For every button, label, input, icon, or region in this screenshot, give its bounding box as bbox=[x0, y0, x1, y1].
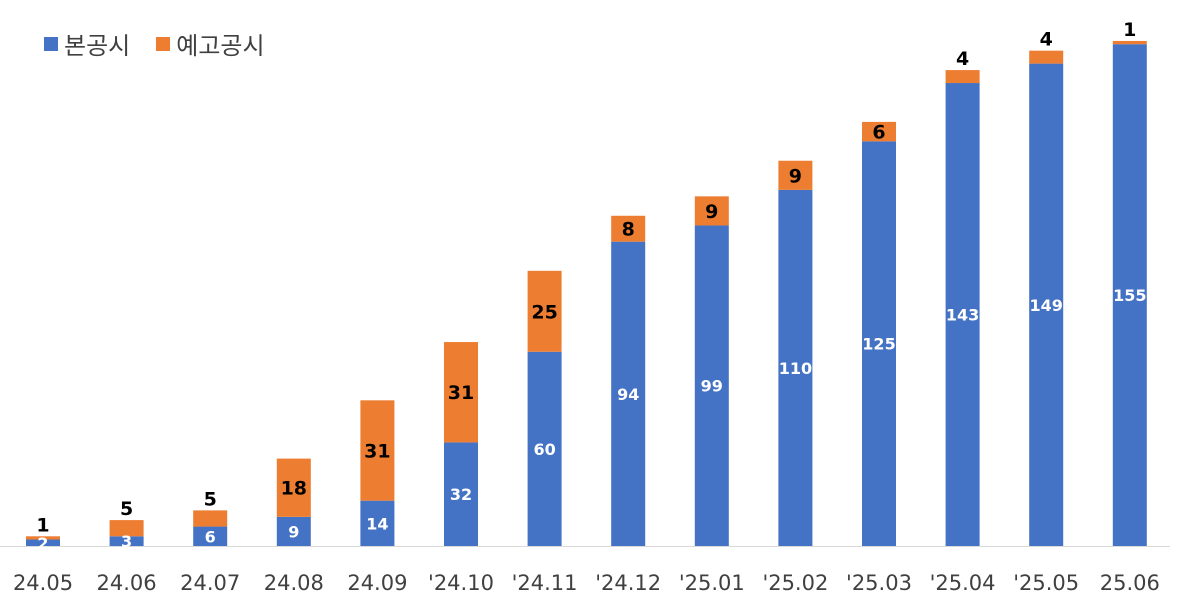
bar-series-2-'25.05 bbox=[1029, 50, 1064, 64]
data-label-series-1-'25.04: 143 bbox=[946, 306, 979, 325]
data-label-series-2-24.07: 5 bbox=[204, 488, 217, 510]
bar-series-1-24.08 bbox=[276, 516, 311, 546]
data-label-series-2-'24.12: 8 bbox=[622, 219, 635, 241]
data-label-series-1-24.08: 9 bbox=[288, 522, 299, 541]
bar-series-1-'24.12 bbox=[611, 241, 646, 547]
bar-series-1-24.05 bbox=[26, 539, 60, 546]
x-tick-label-24.07: 24.07 bbox=[180, 571, 240, 595]
bar-series-2-24.05 bbox=[26, 536, 60, 540]
data-label-series-2-24.08: 18 bbox=[281, 478, 307, 500]
x-tick-label-'24.10: '24.10 bbox=[428, 571, 494, 595]
bar-series-1-24.06 bbox=[109, 536, 144, 546]
data-label-series-1-24.07: 6 bbox=[205, 527, 216, 546]
data-label-series-2-'25.03: 6 bbox=[872, 122, 885, 144]
bar-series-2-'25.01 bbox=[694, 196, 729, 226]
data-label-series-2-'24.11: 25 bbox=[531, 301, 557, 323]
data-label-series-1-'25.02: 110 bbox=[779, 359, 812, 378]
x-tick-label-'24.11: '24.11 bbox=[512, 571, 578, 595]
data-label-series-2-'25.02: 9 bbox=[789, 165, 802, 187]
data-label-series-1-24.05: 2 bbox=[37, 534, 48, 553]
bar-series-1-'25.05 bbox=[1029, 63, 1064, 547]
data-label-series-1-'25.05: 149 bbox=[1029, 296, 1062, 315]
x-tick-label-'24.12: '24.12 bbox=[595, 571, 661, 595]
data-label-series-2-24.05: 1 bbox=[36, 514, 49, 536]
bar-series-2-'24.12 bbox=[611, 215, 646, 242]
bar-series-2-'25.02 bbox=[778, 160, 813, 190]
x-tick-label-'25.02: '25.02 bbox=[762, 571, 828, 595]
data-label-series-2-24.09: 31 bbox=[364, 440, 390, 462]
bar-series-2-24.07 bbox=[193, 510, 228, 527]
legend-label-series-1: 본공시 bbox=[64, 32, 131, 60]
legend-swatch-series-1 bbox=[44, 36, 58, 51]
bar-series-1-'25.03 bbox=[862, 141, 896, 546]
data-label-series-2-'25.04: 4 bbox=[956, 48, 969, 70]
bar-series-2-24.08 bbox=[276, 458, 311, 517]
x-tick-label-24.05: 24.05 bbox=[13, 571, 73, 595]
x-tick-label-24.06: 24.06 bbox=[97, 571, 157, 595]
bar-series-2-'25.03 bbox=[862, 121, 896, 142]
x-tick-label-25.06: 25.06 bbox=[1100, 571, 1160, 595]
legend: 본공시 예고공시 bbox=[44, 26, 265, 61]
data-label-series-1-'25.03: 125 bbox=[862, 335, 895, 354]
data-label-series-2-'25.01: 9 bbox=[705, 201, 718, 223]
bar-series-2-24.09 bbox=[360, 400, 395, 501]
x-tick-label-24.09: 24.09 bbox=[347, 571, 407, 595]
data-label-series-1-'24.11: 60 bbox=[533, 440, 555, 459]
bar-series-1-'25.04 bbox=[945, 83, 980, 546]
bar-series-2-24.06 bbox=[109, 520, 144, 537]
data-label-series-1-25.06: 155 bbox=[1113, 286, 1146, 305]
x-tick-label-'25.05: '25.05 bbox=[1013, 571, 1079, 595]
data-label-series-2-'25.05: 4 bbox=[1040, 29, 1053, 51]
bar-series-1-24.07 bbox=[193, 526, 228, 546]
data-label-series-1-'24.12: 94 bbox=[617, 385, 639, 404]
bar-series-2-'25.04 bbox=[945, 70, 980, 84]
data-label-series-2-25.06: 1 bbox=[1123, 19, 1136, 41]
bar-series-1-'24.10 bbox=[444, 442, 478, 546]
bar-series-2-'24.11 bbox=[527, 270, 562, 352]
bar-series-1-'25.01 bbox=[694, 225, 729, 547]
legend-swatch-series-2 bbox=[156, 36, 171, 51]
data-label-series-2-24.06: 5 bbox=[120, 498, 133, 520]
x-tick-label-'25.01: '25.01 bbox=[679, 571, 745, 595]
bar-series-1-24.09 bbox=[360, 500, 395, 546]
data-label-series-1-24.09: 14 bbox=[366, 514, 388, 533]
x-tick-label-'25.03: '25.03 bbox=[846, 571, 912, 595]
x-tick-label-'25.04: '25.04 bbox=[930, 571, 996, 595]
legend-label-series-2: 예고공시 bbox=[176, 32, 265, 60]
bar-series-2-25.06 bbox=[1112, 40, 1147, 45]
bar-series-1-'24.11 bbox=[527, 351, 562, 546]
legend-item-series-2: 예고공시 bbox=[156, 26, 265, 61]
data-label-series-2-'24.10: 31 bbox=[448, 382, 474, 404]
legend-item-series-1: 본공시 bbox=[44, 26, 130, 61]
bar-series-2-'24.10 bbox=[444, 342, 478, 443]
data-label-series-1-'24.10: 32 bbox=[450, 485, 472, 504]
bar-series-1-25.06 bbox=[1112, 44, 1147, 546]
x-tick-label-24.08: 24.08 bbox=[264, 571, 324, 595]
data-label-series-1-24.06: 3 bbox=[121, 532, 132, 551]
bar-series-1-'25.02 bbox=[778, 189, 813, 546]
data-label-series-1-'25.01: 99 bbox=[701, 377, 723, 396]
